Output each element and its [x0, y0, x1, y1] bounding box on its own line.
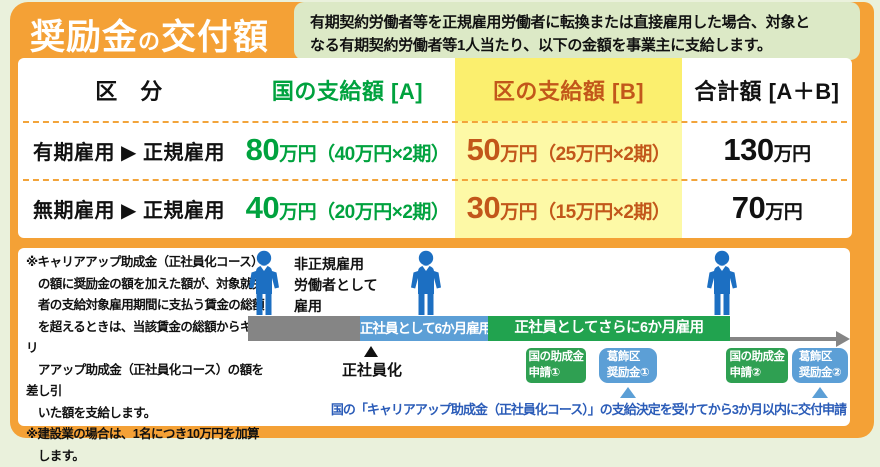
ward-incentive-1-pointer-icon: [620, 387, 636, 398]
table-header-row: 区 分 国の支給額 [A] 区の支給額 [B] 合計額 [A＋B]: [18, 58, 852, 121]
amount-value: 80: [245, 132, 280, 167]
amount-value: 30: [466, 190, 501, 225]
national-amount-cell: 80万円（40万円×2期）: [240, 132, 455, 168]
national-subsidy-application-1-badge: 国の助成金 申請①: [526, 348, 586, 383]
grant-amount-table: 区 分 国の支給額 [A] 区の支給額 [B] 合計額 [A＋B] 有期雇用 ▶…: [18, 58, 852, 238]
header-national-amount: 国の支給額 [A]: [271, 78, 424, 104]
row-divider: [23, 179, 847, 181]
regular-further-6month-bar: 正社員としてさらに6か月雇用: [488, 316, 730, 341]
table-row: 有期雇用 ▶ 正規雇用 80万円（40万円×2期） 50万円（25万円×2期） …: [18, 122, 852, 178]
header-total-amount: 合計額 [A＋B]: [694, 78, 840, 104]
amount-detail: 万円（40万円×2期）: [279, 144, 450, 165]
ward-incentive-2-badge: 葛飾区 奨励金②: [792, 348, 848, 383]
amount-value: 40: [245, 190, 280, 225]
notes-text: ※キャリアアップ助成金（正社員化コース） の額に奨励金の額を加えた額が、対象就労…: [26, 255, 265, 463]
regularization-marker-icon: [364, 346, 378, 357]
worker-icon: [249, 250, 279, 315]
regularization-label: 正社員化: [341, 362, 402, 379]
title-main: 奨励金: [30, 18, 139, 57]
amount-unit: 万円: [773, 144, 812, 165]
total-amount-cell: 70万円: [682, 190, 852, 226]
total-amount-cell: 130万円: [682, 132, 852, 168]
row-divider: [23, 121, 847, 123]
ward-amount-cell: 30万円（15万円×2期）: [455, 190, 682, 226]
ward-incentive-2-pointer-icon: [812, 387, 828, 398]
amount-detail: 万円（25万円×2期）: [500, 144, 671, 165]
table-row: 無期雇用 ▶ 正規雇用 40万円（20万円×2期） 30万円（15万円×2期） …: [18, 180, 852, 236]
title-sub: 交付額: [161, 18, 270, 57]
application-deadline-note: 国の「キャリアアップ助成金（正社員化コース）」の支給決定を受けてから3か月以内に…: [330, 402, 847, 417]
amount-value: 130: [723, 132, 774, 167]
row-category: 有期雇用 ▶ 正規雇用: [33, 141, 225, 164]
title-particle: の: [138, 29, 162, 54]
row-category: 無期雇用 ▶ 正規雇用: [33, 199, 225, 222]
timeline-panel: ※キャリアアップ助成金（正社員化コース） の額に奨励金の額を加えた額が、対象就労…: [18, 248, 850, 463]
regular-6month-bar: 正社員として6か月雇用: [360, 316, 492, 341]
amount-value: 50: [466, 132, 501, 167]
page-title: 奨励金の交付額: [30, 9, 290, 60]
ward-amount-cell: 50万円（25万円×2期）: [455, 132, 682, 168]
non-regular-hire-label: 非正規雇用 労働者として 雇用: [294, 256, 378, 314]
header-description: 有期契約労働者等を正規雇用労働者に転換または直接雇用した場合、対象と なる有期契…: [294, 2, 860, 60]
amount-detail: 万円（15万円×2期）: [500, 202, 671, 223]
national-amount-cell: 40万円（20万円×2期）: [240, 190, 455, 226]
timeline-arrowhead-icon: [836, 331, 850, 347]
non-regular-period-bar: [248, 316, 360, 341]
worker-icon: [707, 250, 737, 315]
amount-unit: 万円: [765, 202, 803, 223]
national-subsidy-application-2-badge: 国の助成金 申請②: [726, 348, 788, 383]
amount-value: 70: [731, 190, 766, 225]
amount-detail: 万円（20万円×2期）: [279, 202, 450, 223]
ward-column-header-highlight: [455, 58, 682, 121]
header-category: 区 分: [95, 78, 163, 104]
ward-incentive-1-badge: 葛飾区 奨励金①: [599, 348, 657, 383]
worker-icon: [411, 250, 441, 315]
header-ward-amount: 区の支給額 [B]: [492, 78, 645, 104]
